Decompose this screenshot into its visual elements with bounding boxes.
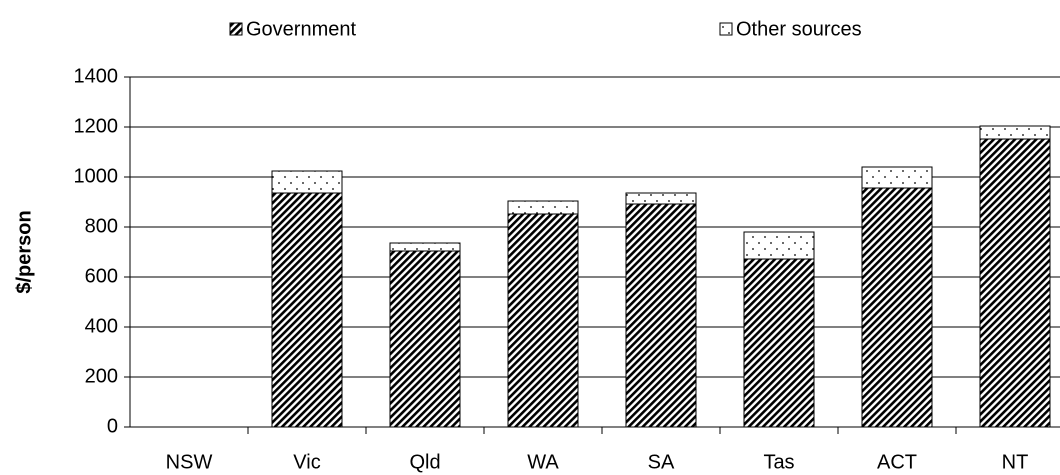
- x-tick-label: SA: [648, 451, 675, 473]
- legend-label: Other sources: [736, 18, 862, 40]
- bar-segment: [271, 192, 343, 428]
- bar-segment: [979, 138, 1051, 428]
- x-tick-label: ACT: [877, 451, 917, 473]
- bar-segment: [507, 200, 579, 215]
- y-tick-label: 600: [85, 265, 118, 287]
- x-tick-label: NSW: [166, 451, 213, 473]
- bar-segment: [979, 125, 1051, 140]
- y-tick-label: 0: [107, 415, 118, 437]
- bar-segment: [507, 213, 579, 428]
- bar-segment: [625, 192, 697, 205]
- y-tick-label: 1000: [74, 165, 119, 187]
- x-tick-label: NT: [1002, 451, 1029, 473]
- bar-segment: [861, 166, 933, 189]
- bar-segment: [389, 242, 461, 252]
- bar-segment: [743, 258, 815, 428]
- y-tick-label: 200: [85, 365, 118, 387]
- legend-swatch: [719, 22, 733, 36]
- x-tick-label: Tas: [763, 451, 794, 473]
- bar-segment: [743, 231, 815, 260]
- y-tick-label: 1400: [74, 65, 119, 87]
- x-tick-label: WA: [527, 451, 559, 473]
- bar-segment: [389, 250, 461, 428]
- bar-segment: [861, 187, 933, 428]
- bar-segment: [271, 170, 343, 194]
- x-tick-label: Vic: [293, 451, 320, 473]
- y-tick-label: 1200: [74, 115, 119, 137]
- y-tick-label: 400: [85, 315, 118, 337]
- bar-segment: [625, 203, 697, 428]
- x-tick-label: Qld: [409, 451, 440, 473]
- legend-label: Government: [246, 18, 356, 40]
- legend-swatch: [229, 22, 243, 36]
- y-tick-label: 800: [85, 215, 118, 237]
- y-axis-label: $/person: [13, 210, 35, 293]
